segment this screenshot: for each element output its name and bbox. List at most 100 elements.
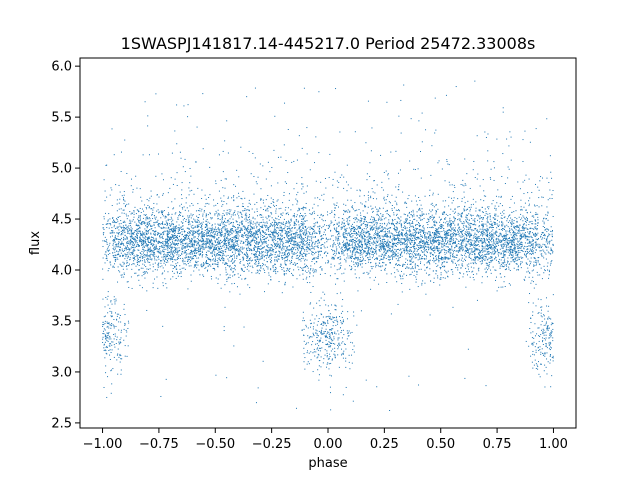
data-point	[348, 354, 350, 356]
data-point	[473, 246, 475, 248]
data-point	[511, 242, 513, 244]
data-point	[215, 230, 217, 232]
data-point	[521, 217, 523, 219]
data-point	[120, 208, 122, 210]
data-point	[535, 223, 537, 225]
data-point	[531, 240, 533, 242]
data-point	[128, 203, 130, 205]
data-point	[142, 236, 144, 238]
data-point	[305, 324, 307, 326]
data-point	[345, 245, 347, 247]
data-point	[515, 238, 517, 240]
data-point	[548, 271, 550, 273]
data-point	[276, 225, 278, 227]
data-point	[473, 240, 475, 242]
data-point	[320, 332, 322, 334]
data-point	[325, 238, 327, 240]
data-point	[172, 264, 174, 266]
data-point	[254, 235, 256, 237]
data-point	[196, 257, 198, 259]
data-point	[227, 219, 229, 221]
data-point	[234, 236, 236, 238]
data-point	[186, 238, 188, 240]
data-point	[177, 227, 179, 229]
data-point	[166, 234, 168, 236]
data-point	[167, 219, 169, 221]
data-point	[312, 328, 314, 330]
data-point	[534, 219, 536, 221]
data-point	[496, 242, 498, 244]
data-point	[179, 232, 181, 234]
data-point	[156, 210, 158, 212]
data-point	[432, 259, 434, 261]
data-point	[359, 227, 361, 229]
data-point	[488, 245, 490, 247]
data-point	[346, 257, 348, 259]
data-point	[503, 228, 505, 230]
data-point	[421, 219, 423, 221]
data-point	[283, 242, 285, 244]
data-point	[486, 235, 488, 237]
data-point	[147, 241, 149, 243]
data-point	[454, 229, 456, 231]
data-point	[481, 224, 483, 226]
data-point	[487, 269, 489, 271]
data-point	[384, 240, 386, 242]
data-point	[334, 204, 336, 206]
data-point	[434, 237, 436, 239]
data-point	[220, 232, 222, 234]
data-point	[330, 238, 332, 240]
data-point	[178, 230, 180, 232]
data-point	[171, 251, 173, 253]
data-point	[187, 248, 189, 250]
data-point	[266, 266, 268, 268]
data-point	[493, 240, 495, 242]
data-point	[543, 329, 545, 331]
data-point	[431, 244, 433, 246]
data-point	[376, 257, 378, 259]
data-point	[216, 264, 218, 265]
data-point	[134, 230, 136, 232]
data-point	[533, 234, 535, 236]
data-point	[483, 255, 485, 257]
data-point	[267, 161, 269, 163]
data-point	[426, 222, 428, 224]
data-point	[513, 231, 515, 233]
data-point	[201, 223, 203, 225]
data-point	[104, 349, 106, 351]
data-point	[113, 327, 115, 329]
data-point	[156, 221, 158, 223]
data-point	[330, 329, 332, 331]
data-point	[461, 233, 463, 235]
data-point	[121, 195, 123, 197]
data-point	[539, 264, 541, 266]
data-point	[483, 195, 485, 197]
data-point	[111, 128, 113, 130]
data-point	[283, 270, 285, 272]
data-point	[155, 244, 157, 246]
data-point	[527, 258, 529, 260]
data-point	[404, 264, 406, 266]
data-point	[369, 253, 371, 255]
data-point	[453, 256, 455, 258]
data-point	[430, 249, 432, 251]
data-point	[437, 264, 439, 266]
data-point	[123, 236, 125, 238]
data-point	[224, 235, 226, 237]
data-point	[423, 230, 425, 232]
data-point	[142, 239, 144, 241]
data-point	[471, 218, 473, 220]
data-point	[411, 261, 413, 263]
data-point	[110, 338, 112, 340]
data-point	[221, 222, 223, 224]
data-point	[265, 249, 267, 251]
data-point	[139, 188, 141, 190]
data-point	[260, 256, 262, 258]
data-point	[414, 218, 416, 220]
data-point	[109, 218, 111, 220]
data-point	[108, 327, 110, 329]
data-point	[381, 226, 383, 228]
data-point	[217, 231, 219, 233]
data-point	[406, 218, 408, 220]
data-point	[504, 237, 506, 239]
